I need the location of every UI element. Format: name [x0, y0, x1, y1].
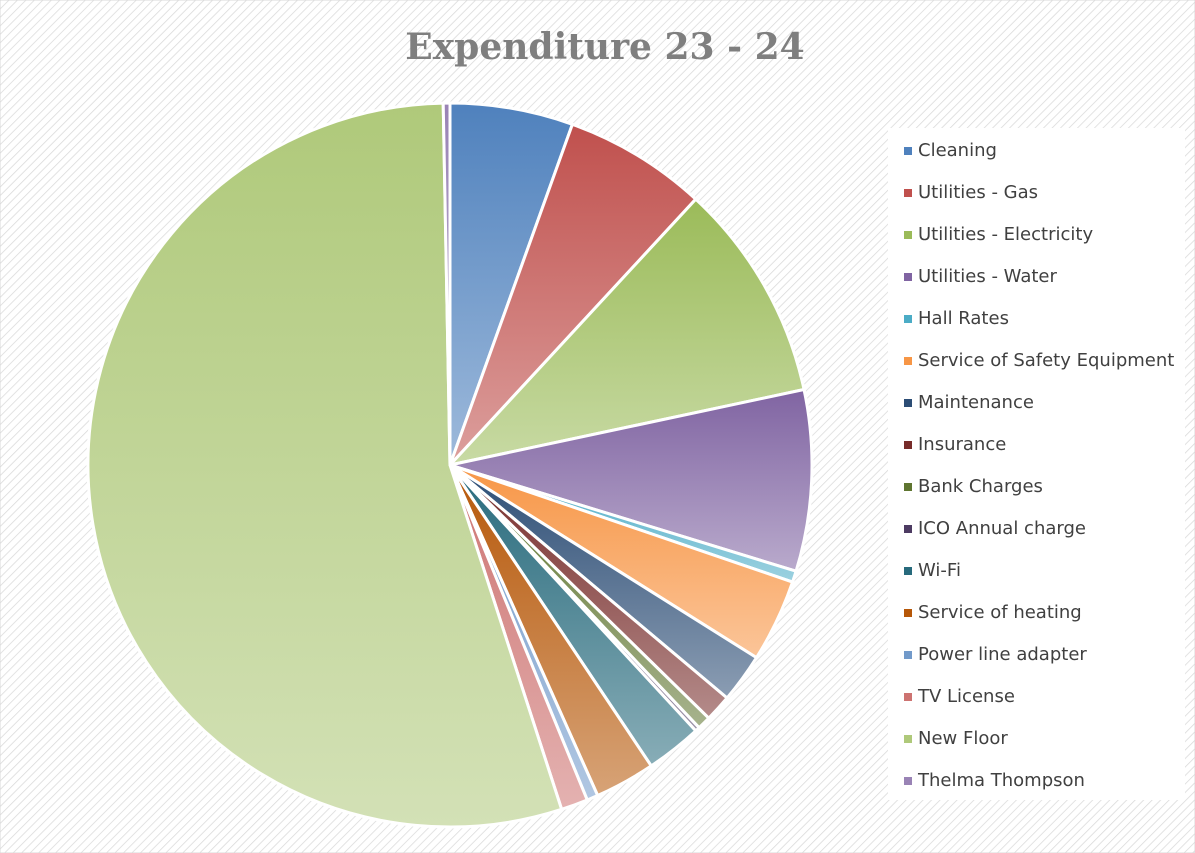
legend-swatch	[904, 441, 912, 449]
legend-swatch	[904, 357, 912, 365]
legend-label: Utilities - Gas	[918, 182, 1038, 203]
legend-swatch	[904, 567, 912, 575]
legend-label: Power line adapter	[918, 644, 1087, 665]
legend-swatch	[904, 651, 912, 659]
legend-swatch	[904, 525, 912, 533]
legend-swatch	[904, 609, 912, 617]
legend-swatch	[904, 399, 912, 407]
legend-label: Utilities - Electricity	[918, 224, 1093, 245]
chart-title: Expenditure 23 - 24	[405, 26, 804, 68]
legend-label: TV License	[917, 686, 1015, 707]
legend-label: Utilities - Water	[918, 266, 1057, 287]
legend-swatch	[904, 777, 912, 785]
legend-swatch	[904, 273, 912, 281]
legend-swatch	[904, 315, 912, 323]
legend-swatch	[904, 483, 912, 491]
legend-swatch	[904, 231, 912, 239]
legend-swatch	[904, 147, 912, 155]
legend-label: ICO Annual charge	[918, 518, 1086, 539]
legend-label: Service of Safety Equipment	[918, 350, 1174, 371]
pie-slice	[441, 101, 452, 467]
legend-label: Thelma Thompson	[917, 770, 1085, 791]
legend-label: Insurance	[918, 434, 1006, 455]
legend-label: Bank Charges	[918, 476, 1043, 497]
legend-swatch	[904, 189, 912, 197]
pie-slice	[86, 101, 564, 829]
pie-slice	[448, 197, 806, 467]
legend-box	[888, 128, 1185, 800]
legend-swatch	[904, 693, 912, 701]
legend-label: Wi-Fi	[918, 560, 961, 581]
pie-slice	[448, 388, 814, 573]
legend-swatch	[904, 735, 912, 743]
legend-label: Service of heating	[918, 602, 1082, 623]
pie	[86, 101, 814, 829]
legend-label: Maintenance	[918, 392, 1034, 413]
legend: Cleaning Utilities - Gas Utilities - Elect…	[904, 140, 1174, 791]
pie-slice	[448, 122, 698, 467]
legend-label: Cleaning	[918, 140, 997, 161]
legend-label: New Floor	[918, 728, 1008, 749]
legend-label: Hall Rates	[918, 308, 1009, 329]
